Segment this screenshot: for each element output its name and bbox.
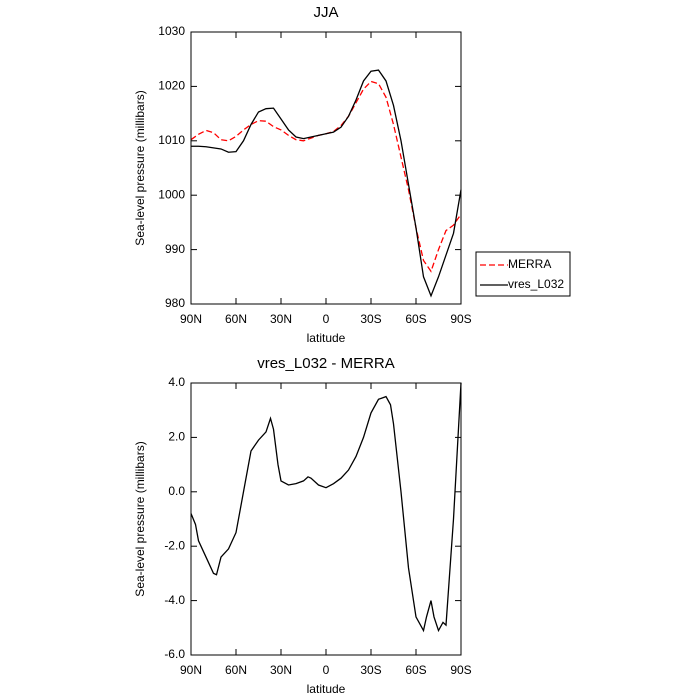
series-line — [190, 80, 462, 273]
chart-title: JJA — [313, 4, 338, 21]
x-axis-label: latitude — [307, 682, 346, 696]
y-tick-label: 990 — [165, 242, 185, 256]
x-tick-label: 90N — [180, 663, 202, 677]
x-tick-label: 30N — [270, 663, 292, 677]
plot-frame — [190, 382, 462, 656]
series-line — [191, 69, 462, 298]
y-tick-label: 0.0 — [168, 484, 185, 498]
y-tick-label: 980 — [165, 296, 185, 310]
x-tick-label: 30N — [270, 312, 292, 326]
y-axis-label: Sea-level pressure (millibars) — [133, 90, 147, 245]
x-tick-label: 60S — [405, 312, 426, 326]
x-tick-label: 60N — [225, 663, 247, 677]
x-tick-label: 0 — [323, 663, 330, 677]
legend-label: vres_L032 — [508, 277, 564, 291]
x-tick-label: 30S — [360, 312, 381, 326]
y-tick-label: 1020 — [158, 79, 185, 93]
legend-box — [475, 251, 571, 297]
x-tick-label: 90N — [180, 312, 202, 326]
plot-frame — [190, 31, 462, 305]
x-tick-label: 60N — [225, 312, 247, 326]
y-tick-label: -6.0 — [164, 647, 185, 661]
chart-title: vres_L032 - MERRA — [257, 355, 395, 372]
y-axis-label: Sea-level pressure (millibars) — [133, 441, 147, 596]
legend-label: MERRA — [508, 257, 551, 271]
y-tick-label: 1000 — [158, 187, 185, 201]
y-tick-label: 4.0 — [168, 375, 185, 389]
x-tick-label: 30S — [360, 663, 381, 677]
y-tick-label: 2.0 — [168, 430, 185, 444]
x-tick-label: 90S — [450, 312, 471, 326]
series-line — [190, 382, 462, 633]
y-tick-label: 1010 — [158, 133, 185, 147]
y-tick-label: -4.0 — [164, 593, 185, 607]
y-tick-label: -2.0 — [164, 538, 185, 552]
y-tick-label: 1030 — [158, 24, 185, 38]
x-tick-label: 60S — [405, 663, 426, 677]
x-tick-label: 90S — [450, 663, 471, 677]
x-tick-label: 0 — [323, 312, 330, 326]
x-axis-label: latitude — [307, 331, 346, 345]
